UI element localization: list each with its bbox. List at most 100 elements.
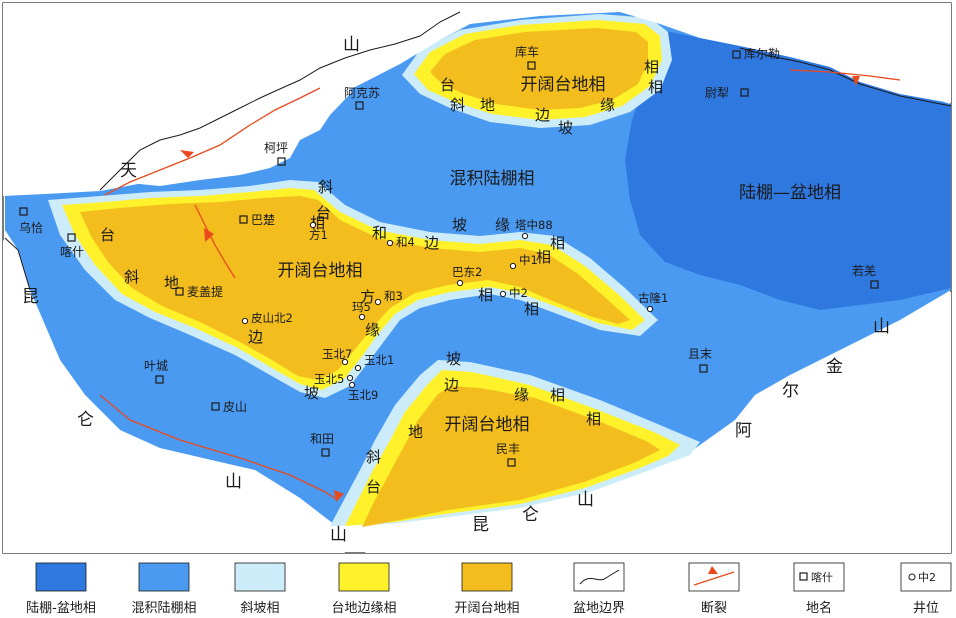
facies-char: 台 [366, 478, 381, 496]
legend-swatch-place [793, 562, 845, 592]
facies-char: 斜 [124, 268, 139, 286]
south-open-platform [362, 386, 660, 527]
fault-kunlun [99, 394, 339, 501]
place-name: 麦盖提 [187, 284, 223, 299]
fault-bachu [194, 204, 236, 279]
facies-char: 缘 [495, 216, 510, 234]
mountain-char: 山 [330, 525, 347, 545]
north-open-platform [430, 28, 648, 110]
facies-label-open-west: 开阔台地相 [278, 261, 363, 281]
facies-char: 台 [440, 76, 455, 94]
place-name: 柯坪 [264, 141, 288, 155]
place-name: 若羌 [852, 264, 876, 278]
legend-boundary-line [579, 569, 620, 585]
mountain-char: 金 [826, 357, 843, 377]
facies-char: 坡 [452, 216, 467, 234]
legend-label-basin: 陆棚-盆地相 [26, 600, 96, 616]
well-name: 塔中88 [515, 218, 553, 232]
well-name: 皮山北2 [251, 311, 293, 325]
legend-place-marker [799, 572, 808, 581]
facies-char: 边 [535, 106, 550, 124]
legend-swatch-basin [35, 562, 87, 592]
facies-char: 相 [550, 386, 565, 404]
facies-char: 坡 [558, 119, 573, 137]
facies-char: 和 [372, 224, 387, 242]
facies-label-open-south: 开阔台地相 [445, 415, 530, 435]
facies-char: 相 [648, 78, 663, 96]
land-north [3, 3, 951, 196]
fault-northeast [789, 69, 901, 81]
legend-swatch-slope [234, 562, 286, 592]
place-name: 阿克苏 [344, 86, 380, 100]
mountain-char: 仑 [77, 410, 94, 430]
fault-arrows [180, 76, 860, 502]
basin-boundary-southwest [4, 237, 31, 291]
place-name: 和田 [310, 432, 334, 446]
legend-label-margin: 台地边缘相 [331, 601, 396, 616]
facies-label-basin: 陆棚—盆地相 [739, 183, 841, 203]
place-name: 库车 [515, 44, 539, 59]
well-name: 玉北5 [314, 372, 344, 386]
place-name: 乌恰 [19, 220, 43, 235]
facies-char: 坡 [446, 350, 461, 368]
place-name: 巴楚 [251, 213, 275, 227]
facies-char: 缘 [365, 321, 380, 339]
faults [99, 69, 901, 501]
land-kunlun-altun [365, 292, 951, 553]
facies-char: 斜 [318, 178, 333, 196]
mountain-char: 山 [343, 35, 360, 55]
facies-char: 台 [100, 226, 115, 244]
place-name: 且末 [688, 347, 712, 361]
well-name: 玉北7 [322, 347, 352, 361]
facies-char: 相 [524, 300, 539, 318]
facies-char: 斜 [366, 448, 381, 466]
fault-tianshan [104, 87, 321, 196]
facies-char: 坡 [304, 384, 319, 402]
place-name: 喀什 [60, 245, 84, 259]
well-name: 中2 [509, 286, 528, 300]
facies-char: 方 [360, 288, 375, 306]
legend-label-shelf: 混积陆棚相 [131, 600, 196, 616]
facies-char: 地 [408, 423, 423, 441]
legend-label-fault: 断裂 [701, 601, 727, 616]
mountain-char: 天 [120, 161, 137, 181]
legend-label-open: 开阔台地相 [454, 601, 519, 616]
mountain-char: 昆 [472, 515, 489, 535]
mountain-char: 山 [873, 317, 890, 337]
place-name: 叶城 [144, 359, 168, 373]
facies-char: 相 [586, 410, 601, 428]
facies-char: 边 [444, 376, 459, 394]
place-name: 民丰 [496, 442, 520, 456]
legend-label-slope: 斜坡相 [240, 601, 279, 616]
facies-char: 相 [478, 286, 493, 304]
basin-region [625, 30, 951, 310]
facies-char: 地 [480, 96, 495, 114]
mountain-char: 山 [577, 490, 594, 510]
legend-fault-arrow [708, 566, 718, 574]
facies-char: 缘 [514, 386, 529, 404]
facies-char: 缘 [600, 96, 615, 114]
mountain-char: 昆 [22, 287, 39, 307]
well-markers [241, 221, 654, 389]
mountain-char: 尔 [782, 381, 799, 401]
legend-place-sample: 喀什 [811, 571, 833, 584]
place-markers [19, 50, 879, 467]
facies-char: 边 [424, 234, 439, 252]
mountain-char: 山 [225, 472, 242, 492]
basin-boundary-north [99, 11, 461, 191]
facies-char: 相 [644, 58, 659, 76]
fault-arrow-tianshan [180, 150, 194, 158]
legend-swatch-shelf [138, 562, 190, 592]
well-name: 玉北9 [348, 388, 378, 402]
well-name: 玉北1 [364, 353, 394, 367]
land-southwest [3, 240, 345, 553]
facies-label-shelf: 混积陆棚相 [450, 169, 535, 189]
fault-arrow-bachu [204, 228, 214, 242]
place-name: 尉犁 [705, 85, 729, 100]
facies-label-open-north: 开阔台地相 [521, 75, 606, 95]
facies-char: 相 [550, 234, 565, 252]
legend-swatch-boundary [573, 562, 625, 592]
legend-swatch-fault [688, 562, 740, 592]
legend-label-well: 井位 [913, 601, 939, 616]
